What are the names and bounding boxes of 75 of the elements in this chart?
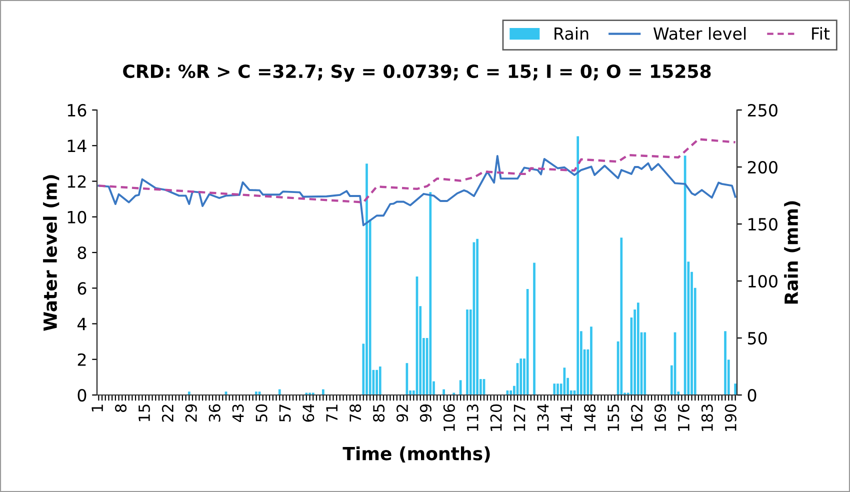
chart-title: CRD: %R > C =32.7; Sy = 0.0739; C = 15; I = 0; O = 15258 bbox=[123, 64, 711, 82]
x-tick-label: 22 bbox=[162, 404, 174, 422]
bar bbox=[520, 358, 522, 395]
y-tick-label: 12 bbox=[68, 175, 86, 188]
x-tick-label: 57 bbox=[279, 404, 291, 422]
bar bbox=[442, 389, 445, 395]
bar bbox=[510, 390, 512, 395]
bar bbox=[254, 392, 258, 395]
y2-tick-label: 250 bbox=[748, 104, 778, 117]
x-tick-label: 113 bbox=[466, 404, 478, 431]
x-tick-label: 176 bbox=[678, 404, 690, 431]
bar bbox=[322, 389, 324, 395]
bar bbox=[620, 238, 623, 395]
y-tick-label: 2 bbox=[78, 353, 86, 366]
bar bbox=[553, 384, 556, 395]
x-tick-label: 99 bbox=[420, 404, 432, 422]
x-tick-label: 15 bbox=[138, 404, 150, 422]
x-tick-label: 36 bbox=[208, 404, 220, 422]
y-tick-label: 10 bbox=[68, 210, 86, 224]
x-tick-label: 1 bbox=[92, 404, 103, 412]
x-tick-label: 148 bbox=[584, 404, 596, 431]
y-tick-label: 16 bbox=[68, 104, 86, 117]
x-tick-label: 127 bbox=[514, 404, 526, 431]
x-tick-label: 162 bbox=[631, 404, 643, 431]
x-tick-label: 64 bbox=[302, 404, 314, 422]
y-axis-title: Water level (m) bbox=[43, 175, 60, 331]
y2-tick-label: 0 bbox=[748, 388, 756, 402]
x-tick-label: 43 bbox=[232, 404, 244, 422]
y2-tick-label: 100 bbox=[748, 274, 778, 288]
x-tick-label: 50 bbox=[256, 404, 268, 422]
bar bbox=[366, 164, 368, 395]
y-tick-label: 6 bbox=[78, 282, 86, 295]
bar bbox=[378, 366, 382, 395]
legend-label: Water level bbox=[653, 27, 746, 40]
bar bbox=[188, 392, 190, 395]
bar bbox=[376, 370, 378, 395]
x-tick-label: 141 bbox=[560, 404, 572, 431]
bar bbox=[556, 384, 559, 395]
y-tick-label: 0 bbox=[78, 388, 86, 402]
bar bbox=[429, 192, 432, 395]
bar bbox=[636, 302, 640, 395]
y2-tick-label: 200 bbox=[748, 160, 778, 174]
x-tick-label: 71 bbox=[326, 404, 338, 422]
y2-tick-label: 50 bbox=[748, 332, 767, 345]
line-series bbox=[98, 138, 736, 204]
legend-label: Fit bbox=[812, 27, 830, 40]
x-tick-label: 120 bbox=[490, 404, 502, 431]
x-tick-label: 78 bbox=[350, 404, 362, 422]
bar bbox=[734, 384, 736, 395]
x-tick-label: 155 bbox=[608, 404, 620, 431]
x-axis-title: Time (months) bbox=[342, 446, 490, 462]
bar bbox=[533, 262, 536, 395]
line-series bbox=[98, 154, 736, 226]
y2-axis-title: Rain (mm) bbox=[784, 201, 800, 304]
bar bbox=[278, 389, 281, 395]
x-tick-label: 169 bbox=[654, 404, 666, 431]
legend-label: Rain bbox=[554, 27, 588, 40]
x-tick-label: 85 bbox=[373, 404, 385, 422]
bar bbox=[644, 332, 646, 395]
x-tick-label: 134 bbox=[537, 404, 549, 431]
bar bbox=[576, 136, 580, 395]
bar bbox=[476, 238, 478, 395]
x-tick-label: 92 bbox=[396, 404, 408, 422]
x-tick-label: 106 bbox=[443, 404, 455, 431]
y2-tick-label: 150 bbox=[748, 218, 778, 231]
bar bbox=[466, 310, 468, 395]
y-tick-label: 4 bbox=[77, 318, 86, 330]
x-tick-label: 190 bbox=[724, 404, 736, 431]
bar bbox=[590, 326, 592, 395]
x-tick-label: 183 bbox=[701, 404, 713, 431]
x-tick-label: 29 bbox=[185, 404, 197, 422]
x-tick-label: 8 bbox=[115, 404, 127, 412]
y-tick-label: 8 bbox=[78, 246, 86, 260]
y-tick-label: 14 bbox=[68, 140, 86, 152]
bar bbox=[724, 331, 726, 395]
